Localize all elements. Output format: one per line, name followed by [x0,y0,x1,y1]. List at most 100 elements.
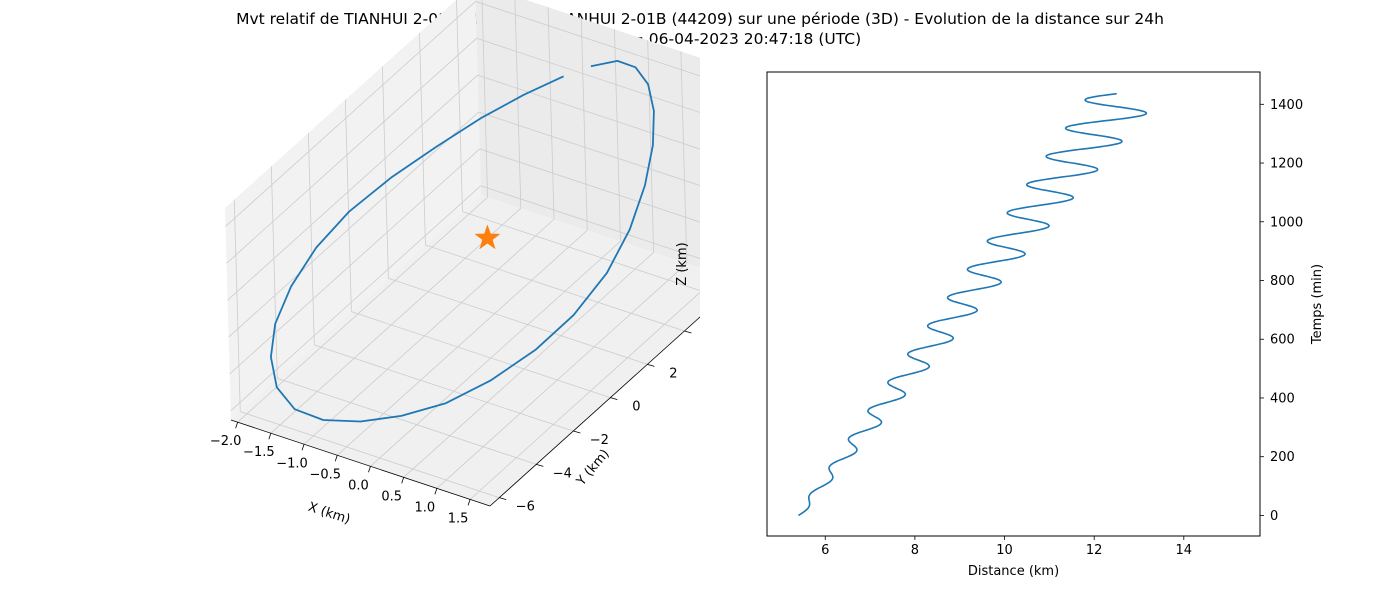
grid-line [226,38,477,264]
y-tick [536,463,544,467]
x-tick [235,422,239,429]
y-tick [610,397,618,401]
grid-line [370,241,621,467]
grid-line [480,185,700,260]
grid-line [382,66,389,279]
grid-line [462,211,700,291]
y-axis-label: Y (km) [573,447,612,490]
y-tick-label: 0 [1270,509,1278,524]
x-tick [401,477,405,484]
y-tick-label: 1000 [1270,215,1303,230]
x-tick-label: 6 [821,543,829,558]
trajectory-line [269,60,655,423]
x-tick [301,444,305,451]
y-tick-label: 1400 [1270,98,1303,113]
y-tick-label: 2 [669,366,677,381]
x-tick-label: 12 [1086,543,1103,558]
x-axis-label: Distance (km) [968,564,1059,579]
y-tick-label: 200 [1270,450,1295,465]
grid-line [270,166,278,379]
y-tick [684,330,692,334]
x-tick [434,488,438,495]
y-tick-label: −2 [590,433,609,448]
x-axis-label: X (km) [306,500,352,528]
plot-area-frame [766,71,1261,537]
grid-line [469,291,700,500]
3d-gridlines [225,0,700,500]
grid-line [228,111,479,338]
grid-line [475,1,700,77]
y-tick-label: −4 [553,466,572,481]
origin-star-marker [474,224,501,250]
grid-line [436,263,688,489]
grid-line [403,252,654,478]
y-tick-label: 600 [1270,333,1295,348]
x-axis-ticks: 6 8 10 12 14 [821,536,1192,558]
x-tick [268,433,272,440]
grid-line [270,207,522,434]
x-tick-label: 0.0 [348,478,369,493]
grid-line [237,196,488,423]
grid-line [479,148,700,223]
x-tick-label: 8 [911,543,919,558]
3d-axes: −2.0−1.5−1.0−0.50.00.51.01.5−6−4−2024642… [210,316,700,526]
x-tick-label: 1.0 [415,500,436,515]
y-tick-label: −6 [516,500,535,515]
y-axis-ticks: 0 200 400 600 800 1000 1200 1400 [1260,98,1303,524]
grid-line [303,218,555,445]
y-tick-label: 1200 [1270,157,1303,172]
back-pane [475,0,700,268]
x-tick [368,466,371,473]
grid-line [277,377,537,465]
grid-line [680,51,688,264]
3d-data [269,60,655,423]
x-tick-label: −1.0 [276,456,308,471]
x-tick-label: 10 [996,543,1013,558]
grid-line [481,0,489,198]
y-tick [573,430,581,434]
x-tick-label: −1.5 [243,445,275,460]
grid-line [647,40,655,253]
grid-line [614,29,621,242]
x-tick [467,499,471,506]
grid-line [514,0,522,209]
chart-distance-vs-time: 6 8 10 12 14 0 200 400 600 800 1000 1200 1400 Dista… [766,71,1325,579]
x-tick-label: 0.5 [381,489,402,504]
floor-pane [231,195,700,506]
grid-line [240,411,500,499]
y-tick-label: 800 [1270,274,1295,289]
grid-line [229,148,480,375]
y-tick [647,363,655,367]
grid-line [307,132,315,346]
chart-3d-trajectory: −2.0−1.5−1.0−0.50.00.51.01.5−6−4−2024642… [210,0,700,528]
grid-line [476,37,700,113]
y-axis-label: Temps (min) [1310,264,1325,345]
x-tick [334,455,338,462]
z-axis-label: Z (km) [675,242,690,285]
y-tick-label: 0 [632,400,640,415]
left-pane [225,0,481,420]
x-tick-label: 1.5 [448,511,469,526]
grid-line [478,111,700,186]
grid-line [230,185,482,412]
plot-data [798,92,1148,517]
grid-line [547,7,555,220]
distance-line [798,92,1148,517]
grid-line [456,0,463,212]
grid-line [336,229,588,456]
grid-line [233,199,241,412]
y-axis-line [489,316,700,507]
y-tick-label: 400 [1270,391,1295,406]
grid-line [344,99,352,312]
y-tick [499,497,507,501]
grid-line [580,18,588,231]
grid-line [314,344,574,432]
grid-line [425,244,685,332]
grid-line [351,311,611,399]
x-tick-label: −0.5 [309,467,341,482]
grid-line [388,277,648,365]
grid-line [227,74,478,301]
grid-line [477,74,700,150]
x-tick-label: 14 [1176,543,1193,558]
